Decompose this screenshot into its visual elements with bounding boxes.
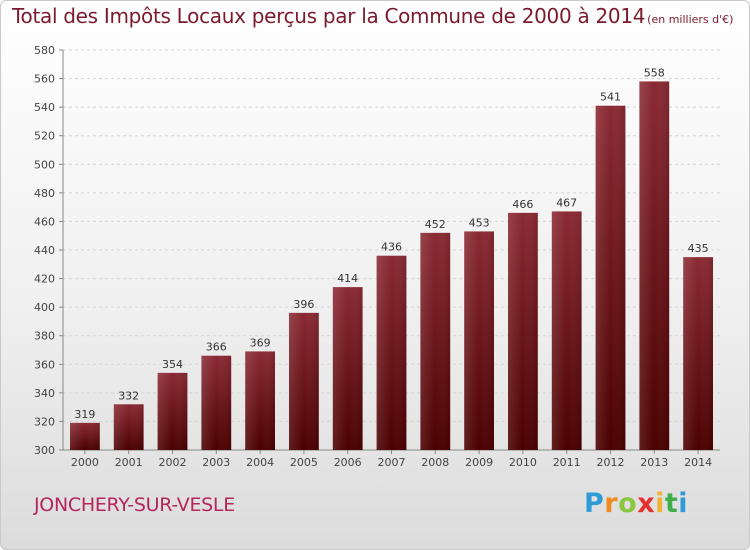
- y-tick-label: 400: [34, 301, 55, 314]
- bar-value-label: 366: [206, 341, 227, 354]
- x-tick-label: 2008: [421, 456, 449, 469]
- bar-shine: [683, 257, 713, 450]
- y-tick-label: 360: [34, 358, 55, 371]
- bar-shine: [639, 81, 670, 450]
- logo-letter: i: [678, 488, 689, 519]
- y-tick-label: 500: [34, 158, 55, 171]
- y-tick-label: 560: [34, 73, 55, 86]
- bar-value-label: 467: [556, 196, 577, 209]
- bars: [70, 81, 713, 450]
- bar-shine: [551, 211, 582, 450]
- bar-shine: [595, 105, 626, 450]
- bar-shine: [113, 404, 144, 450]
- logo-letter: i: [655, 488, 665, 519]
- logo-letter: t: [664, 488, 679, 519]
- bar-value-label: 435: [688, 242, 709, 255]
- x-tick-label: 2001: [115, 456, 143, 469]
- logo-letter: o: [618, 488, 638, 519]
- x-tick-label: 2007: [378, 456, 406, 469]
- bar-value-label: 396: [293, 298, 314, 311]
- y-tick-label: 420: [34, 273, 55, 286]
- bar-shine: [420, 232, 451, 450]
- bar-shine: [332, 287, 363, 450]
- bar-value-label: 453: [469, 216, 490, 229]
- y-tick-labels: 300 320 340 360 380 400 420 440 460 480 500 520 540 5…: [34, 44, 55, 457]
- bar-value-label: 369: [250, 336, 271, 349]
- bar-shine: [508, 212, 538, 450]
- y-tick-label: 380: [34, 330, 55, 343]
- bar-shine: [70, 422, 100, 450]
- bar-shine: [157, 372, 188, 450]
- bar-value-label: 319: [74, 408, 95, 421]
- bar-shine: [464, 231, 494, 450]
- x-tick-label: 2010: [509, 456, 537, 469]
- x-tick-label: 2011: [553, 456, 581, 469]
- bar-value-label: 354: [162, 358, 183, 371]
- logo-letter: x: [637, 488, 656, 519]
- y-tick-label: 320: [34, 415, 55, 428]
- y-tick-label: 540: [34, 101, 55, 114]
- x-tick-label: 2013: [640, 456, 668, 469]
- y-tick-label: 520: [34, 130, 55, 143]
- y-tick-label: 300: [34, 444, 55, 457]
- bar-shine: [201, 355, 232, 450]
- x-tick-label: 2004: [246, 456, 274, 469]
- bar-value-label: 436: [381, 241, 402, 254]
- bar-value-labels: 319 332 354 366 369 396 414 436 452 453 466 467 541 5…: [74, 66, 708, 420]
- bar-value-label: 332: [118, 389, 139, 402]
- logo-letter: r: [604, 488, 619, 519]
- bar-value-label: 541: [600, 91, 621, 104]
- x-tick-label: 2002: [159, 456, 187, 469]
- y-tick-label: 340: [34, 387, 55, 400]
- x-tick-label: 2006: [334, 456, 362, 469]
- bar-value-label: 452: [425, 218, 446, 231]
- y-tick-label: 440: [34, 244, 55, 257]
- chart-title-unit: (en milliers d'€): [647, 13, 734, 26]
- bar-shine: [376, 255, 407, 450]
- bar-value-label: 466: [512, 198, 533, 211]
- bar-value-label: 558: [644, 66, 665, 79]
- x-tick-label: 2014: [684, 456, 712, 469]
- x-tick-labels: 2000 2001 2002 2003 2004 2005 2006 2007 2008 2009…: [71, 456, 712, 469]
- bar-shine: [245, 351, 275, 450]
- proxiti-logo[interactable]: Proxiti: [584, 488, 688, 519]
- commune-name: JONCHERY-SUR-VESLE: [34, 494, 235, 516]
- x-tick-label: 2005: [290, 456, 318, 469]
- x-tick-label: 2009: [465, 456, 493, 469]
- x-tick-label: 2012: [597, 456, 625, 469]
- y-tick-label: 460: [34, 215, 55, 228]
- x-tick-label: 2003: [202, 456, 230, 469]
- chart-title-text: Total des Impôts Locaux perçus par la Co…: [12, 4, 646, 28]
- bar-shine: [289, 312, 319, 450]
- y-tick-label: 480: [34, 187, 55, 200]
- bar-value-label: 414: [337, 272, 358, 285]
- x-tick-label: 2000: [71, 456, 99, 469]
- logo-letter: P: [584, 488, 605, 519]
- y-tick-label: 580: [34, 44, 55, 57]
- chart-title: Total des Impôts Locaux perçus par la Co…: [12, 4, 733, 28]
